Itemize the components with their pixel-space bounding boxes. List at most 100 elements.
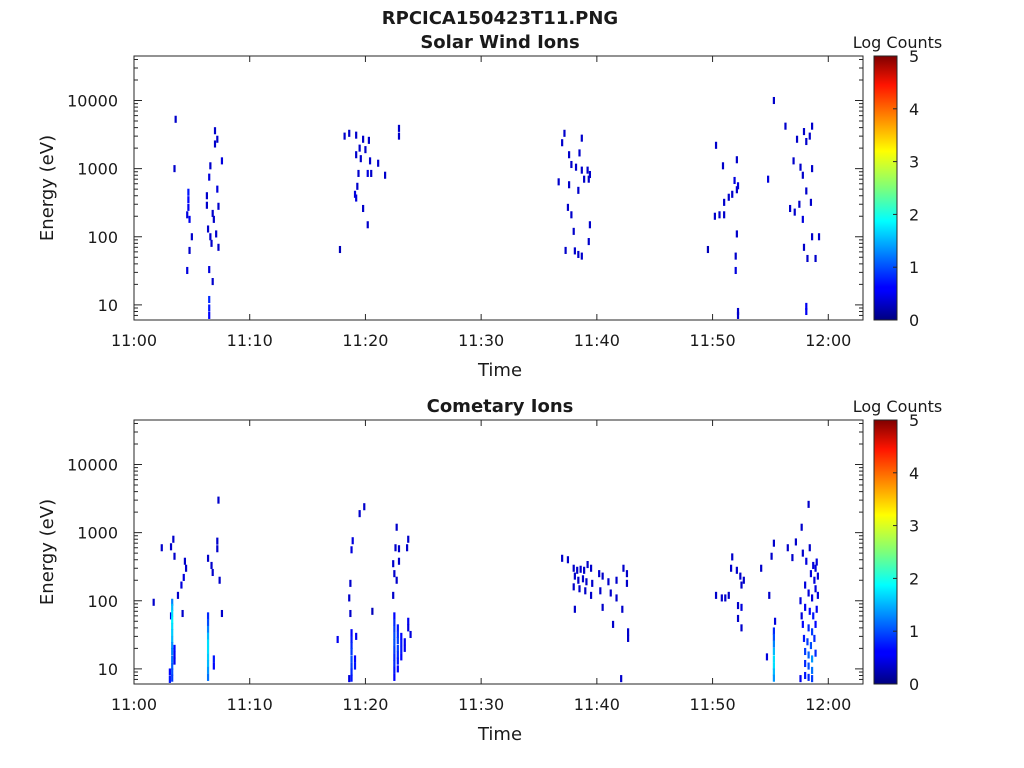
data-cell — [215, 230, 218, 238]
data-cell — [407, 624, 410, 632]
data-cell — [348, 129, 351, 137]
data-cell — [734, 252, 737, 260]
data-cell — [808, 607, 811, 615]
data-cell — [152, 598, 155, 606]
data-cell — [589, 591, 593, 599]
data-cell — [572, 564, 575, 572]
data-cell — [171, 662, 174, 670]
data-cell — [557, 178, 560, 186]
colorbar-scale — [873, 55, 898, 321]
data-cell — [625, 579, 629, 587]
data-cell — [813, 634, 816, 642]
data-cell — [799, 597, 802, 605]
data-cell — [351, 537, 354, 545]
data-cell — [397, 557, 401, 565]
data-cell — [812, 561, 815, 569]
data-cell — [353, 190, 357, 198]
data-cell — [216, 545, 219, 553]
data-cell — [213, 140, 217, 148]
data-cell — [615, 594, 618, 602]
data-cell — [186, 266, 189, 275]
x-tick-label: 11:00 — [111, 331, 157, 350]
data-cell — [211, 209, 214, 217]
data-cell — [363, 503, 366, 511]
data-cell — [209, 233, 212, 241]
data-cell — [622, 564, 625, 572]
data-cell — [350, 647, 353, 656]
data-cell — [206, 646, 210, 654]
data-cell — [798, 200, 801, 208]
data-cell — [206, 673, 210, 681]
data-cell — [397, 132, 401, 140]
data-cell — [396, 624, 399, 632]
data-cell — [607, 578, 610, 586]
data-cell — [210, 239, 213, 247]
data-cell — [810, 666, 814, 674]
data-cell — [370, 169, 373, 177]
data-cell — [173, 651, 176, 659]
data-cell — [580, 134, 583, 142]
data-cell — [733, 176, 736, 185]
data-cell — [735, 566, 738, 574]
data-cell — [396, 651, 399, 659]
data-cell — [396, 630, 399, 639]
data-cell — [409, 630, 412, 639]
data-cell — [349, 579, 352, 587]
data-cell — [736, 311, 740, 319]
data-cell — [809, 198, 813, 206]
data-cell — [173, 657, 176, 665]
data-cell — [814, 254, 817, 263]
data-cell — [366, 221, 369, 229]
data-cell — [772, 647, 775, 656]
data-cell — [795, 135, 799, 143]
data-cell — [735, 186, 738, 194]
data-cell — [740, 624, 743, 632]
data-cell — [805, 307, 808, 316]
data-cell — [563, 129, 566, 137]
data-cell — [212, 655, 215, 663]
data-cell — [187, 203, 190, 211]
data-cell — [599, 587, 602, 595]
data-cell — [799, 675, 802, 683]
data-cell — [392, 560, 395, 568]
data-cell — [583, 566, 586, 574]
x-tick-label: 11:30 — [458, 331, 504, 350]
data-cell — [808, 544, 811, 552]
x-tick-label: 11:20 — [342, 695, 388, 714]
data-cell — [359, 155, 362, 163]
data-cell — [794, 538, 797, 546]
data-cell — [810, 122, 814, 130]
data-cell — [786, 544, 789, 552]
y-tick-label: 10000 — [67, 456, 118, 475]
data-cell — [393, 646, 396, 654]
data-cell — [206, 625, 210, 633]
colorbar-scale — [873, 419, 898, 685]
cometary-ylabel: Energy (eV) — [37, 499, 58, 605]
data-cell — [208, 266, 211, 274]
data-cell — [765, 653, 769, 661]
data-cell — [772, 640, 775, 648]
data-cell — [350, 635, 353, 644]
data-cell — [572, 227, 575, 235]
data-cell — [773, 617, 777, 625]
data-cell — [561, 554, 564, 562]
x-tick-label: 11:40 — [574, 695, 620, 714]
data-cell — [807, 651, 810, 659]
data-cell — [736, 602, 740, 610]
solar-wind-axes: 11:00 11:10 11:20 11:30 11:40 11:50 12:00 10 100… — [67, 55, 864, 350]
data-cell — [217, 202, 220, 210]
data-cell — [206, 618, 210, 627]
colorbar-tick-label: 1 — [909, 622, 919, 641]
colorbar-label: Log Counts — [853, 397, 943, 416]
data-cell — [405, 544, 409, 552]
data-cell — [792, 157, 795, 165]
data-cell — [807, 500, 810, 508]
data-cell — [187, 188, 190, 196]
data-cell — [772, 539, 775, 547]
data-cell — [371, 607, 374, 615]
data-cell — [723, 211, 726, 219]
data-cell — [808, 132, 811, 140]
data-cell — [220, 157, 224, 165]
data-cell — [772, 662, 775, 670]
data-cell — [212, 215, 215, 223]
